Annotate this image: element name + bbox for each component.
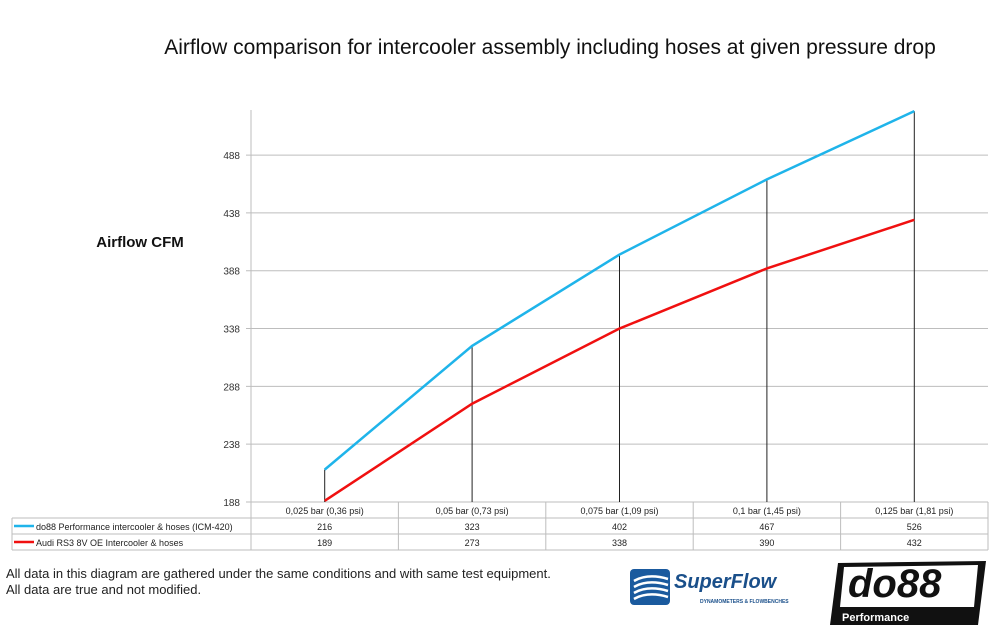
data-label: 338 [612, 538, 627, 548]
data-label: 273 [465, 538, 480, 548]
data-label: 526 [907, 522, 922, 532]
data-label: 189 [317, 538, 332, 548]
legend-label: Audi RS3 8V OE Intercooler & hoses [36, 538, 184, 548]
y-tick-label: 488 [223, 151, 240, 162]
x-category-label: 0,1 bar (1,45 psi) [733, 506, 801, 516]
data-label: 402 [612, 522, 627, 532]
data-label: 323 [465, 522, 480, 532]
do88-wordmark: do88 [848, 562, 942, 606]
y-tick-label: 338 [223, 325, 240, 336]
legend-label: do88 Performance intercooler & hoses (IC… [36, 522, 233, 532]
data-label: 432 [907, 538, 922, 548]
superflow-tagline: DYNAMOMETERS & FLOWBENCHES [700, 599, 789, 605]
do88-subtitle: Performance [842, 612, 909, 624]
y-tick-label: 388 [223, 267, 240, 278]
superflow-wordmark: SuperFlow [674, 571, 778, 593]
series-line [324, 218, 915, 502]
y-tick-label: 288 [223, 382, 240, 393]
x-category-label: 0,05 bar (0,73 psi) [436, 506, 509, 516]
chart-title: Airflow comparison for intercooler assem… [164, 36, 936, 59]
footnote: All data in this diagram are gathered un… [6, 566, 551, 598]
y-tick-label: 438 [223, 209, 240, 220]
do88-logo: do88 Performance [830, 561, 986, 625]
footnote-line-2: All data are true and not modified. [6, 582, 202, 597]
chart: 188 238 288 338 388 438 488 0,025 bar (0,36 psi… [11, 110, 989, 551]
data-label: 467 [759, 522, 774, 532]
footnote-line-1: All data in this diagram are gathered un… [6, 566, 551, 581]
x-category-label: 0,075 bar (1,09 psi) [580, 506, 658, 516]
data-label: 216 [317, 522, 332, 532]
series-line [323, 110, 915, 471]
y-tick-label: 188 [223, 498, 240, 509]
data-label: 390 [759, 538, 774, 548]
x-category-label: 0,025 bar (0,36 psi) [286, 506, 364, 516]
superflow-logo: SuperFlow DYNAMOMETERS & FLOWBENCHES [630, 569, 789, 605]
y-axis-label: Airflow CFM [96, 234, 184, 251]
x-category-label: 0,125 bar (1,81 psi) [875, 506, 953, 516]
y-tick-label: 238 [223, 440, 240, 451]
